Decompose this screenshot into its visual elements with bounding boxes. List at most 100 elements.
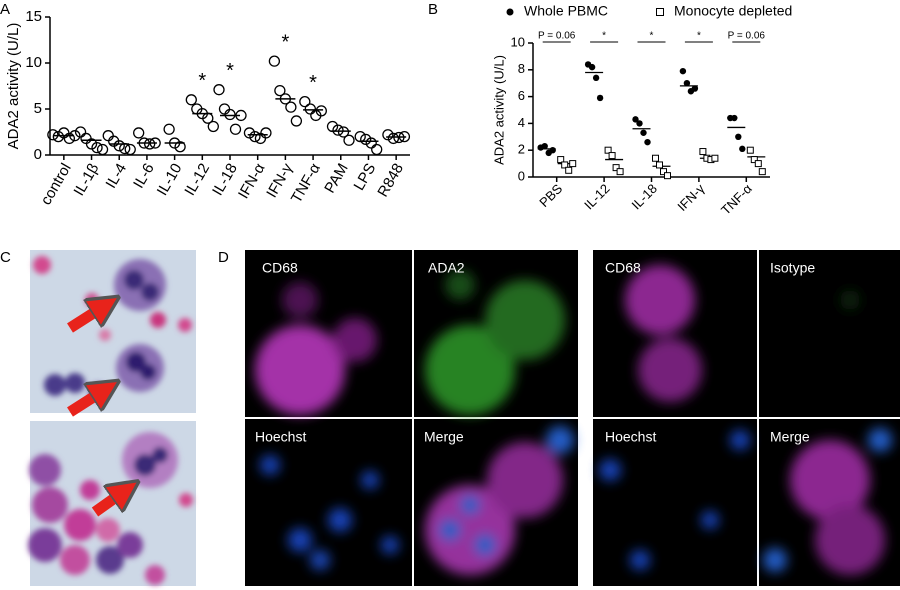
data-point [96,143,109,156]
x-tick-label: control [38,160,75,207]
data-point [636,120,643,127]
data-point [63,132,75,145]
x-tick-label: IL-12 [581,181,613,213]
data-point [640,129,647,136]
channel-label: Hoechst [605,428,656,444]
data-point [113,140,125,152]
significance: * [309,72,317,94]
data-point [754,160,762,168]
panel-label: D [218,249,229,266]
data-point [731,114,738,122]
x-tick-label: IL-10 [154,160,186,198]
x-tick-label: IFN-α [235,160,269,202]
data-point [124,143,136,156]
data-point [746,146,754,154]
data-point [224,108,236,121]
data-point [235,109,247,122]
x-tick-label: IL-6 [130,160,158,191]
legend-marker [506,8,514,16]
comparison-label: * [697,31,701,42]
data-point [133,127,145,139]
x-tick-label: TNF-α [718,181,755,218]
data-point [243,127,256,139]
y-tick-label: 8 [518,61,525,76]
significance: * [281,31,289,53]
y-tick-label: 0 [34,146,42,163]
data-point [274,84,286,97]
data-point [758,168,766,176]
data-point [382,129,394,141]
data-point [588,63,596,71]
comparison-label: P = 0.06 [538,31,576,42]
y-tick-label: 6 [518,88,525,103]
channel-label: Hoechst [255,428,306,444]
data-point [398,130,411,143]
data-point [644,138,651,146]
data-point [91,141,103,154]
x-tick-label: PAM [321,160,351,196]
data-point [102,130,114,142]
micrograph-d [245,250,900,586]
data-point [616,168,624,176]
x-tick-label: IFN-γ [674,181,707,214]
data-point [74,126,87,138]
data-point [304,103,316,115]
x-tick-label: R848 [374,160,407,200]
data-point [285,101,297,113]
channel-label: ADA2 [428,259,465,275]
data-point [260,127,272,139]
y-tick-label: 10 [25,54,42,71]
data-point [315,105,327,117]
data-point [202,112,214,124]
data-point [174,141,186,153]
comparison-label: P = 0.06 [728,31,766,42]
data-point [569,160,577,168]
legend-label: Monocyte depleted [674,3,792,19]
data-point [612,164,620,172]
data-point [354,130,366,143]
data-point [332,124,344,136]
data-point [144,138,156,150]
data-point [229,123,242,135]
data-point [699,148,707,156]
y-tick-label: 4 [518,115,525,130]
comparison-label: * [650,31,654,42]
data-point [163,123,175,135]
data-point [213,84,225,96]
data-point [299,95,311,108]
x-tick-label: IL-18 [628,181,660,213]
significance: * [226,60,234,82]
data-point [138,137,150,149]
data-point [735,133,742,140]
channel-label: CD68 [262,259,298,275]
data-point [218,103,231,115]
data-point [739,145,746,153]
data-point [549,147,556,154]
data-point [541,142,548,150]
data-point [711,154,719,162]
y-tick-label: 10 [511,34,525,49]
channel-label: Merge [770,428,810,444]
data-point [656,161,663,169]
data-point [683,80,691,87]
data-point [119,142,131,155]
data-point [85,138,98,150]
y-tick-label: 5 [34,100,42,117]
data-point [557,156,565,164]
data-point [608,152,616,160]
x-tick-label: IL-1β [70,160,102,199]
data-point [207,120,219,133]
channel-label: CD68 [605,259,641,275]
data-point [750,156,758,164]
data-point [679,67,687,75]
x-tick-label: PBS [536,181,565,210]
data-point [290,115,303,127]
data-point [632,116,639,123]
y-axis-title: ADA2 activity (U/L) [491,55,506,165]
channel-label: Merge [424,428,464,444]
data-point [185,94,197,106]
data-point [337,126,350,138]
panel-label: A [0,1,10,18]
significance: * [198,70,206,92]
